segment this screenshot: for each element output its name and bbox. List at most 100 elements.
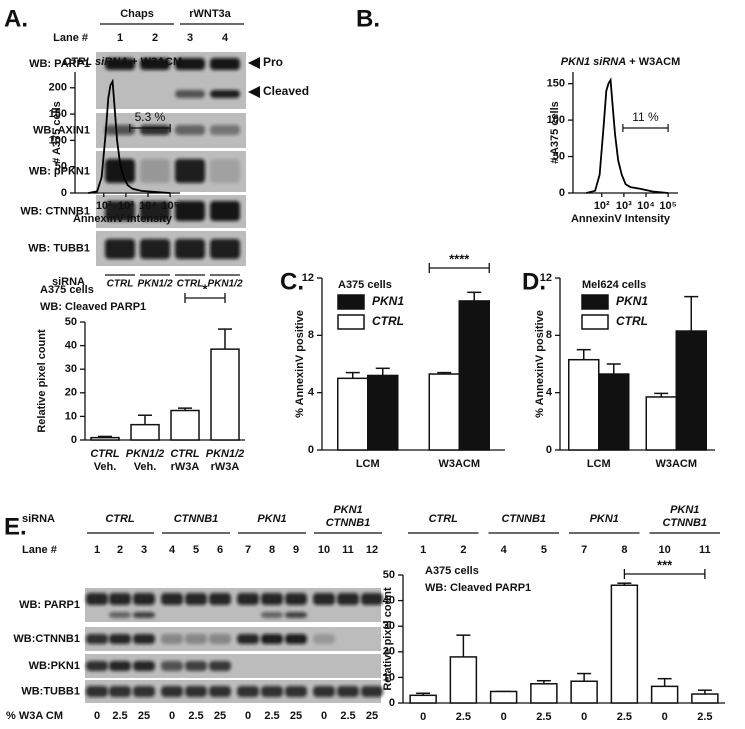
- group-header: CTRL: [429, 513, 459, 525]
- chart-title: A375 cells: [425, 565, 479, 577]
- sirna-name: CTRL: [177, 279, 204, 290]
- panel-label: E.: [4, 513, 27, 540]
- y-tick-label: 0: [61, 187, 67, 199]
- y-tick-label: 50: [553, 150, 565, 162]
- blot-band: [109, 634, 131, 644]
- group-header: PKN1: [257, 513, 286, 525]
- group-header: CTRL: [105, 513, 135, 525]
- chart-subtitle: WB: Cleaved PARP1: [425, 582, 531, 594]
- blot-band: [209, 634, 231, 644]
- x-tick-label: 0: [662, 711, 668, 723]
- blot-band: [175, 239, 205, 259]
- y-tick-label: 20: [383, 646, 395, 658]
- x-tick-sublabel: Veh.: [94, 461, 117, 473]
- blot-band: [210, 125, 240, 135]
- bar: [610, 584, 639, 704]
- blot-band: [140, 125, 170, 135]
- lane-number: 7: [581, 544, 587, 556]
- band-arrow-label: Pro: [263, 55, 283, 69]
- bar: [449, 656, 478, 704]
- arrowhead: [248, 57, 260, 69]
- bar: [691, 693, 719, 704]
- x-tick-label: CTRL: [90, 448, 120, 460]
- dose-value: 2.5: [112, 710, 127, 722]
- blot-band: [105, 201, 135, 221]
- title-gene: CTRL siRNA: [63, 56, 128, 68]
- lane-number: 7: [245, 544, 251, 556]
- group-header: PKN1: [670, 504, 699, 516]
- y-tick-label: 100: [547, 114, 565, 126]
- blot-band: [175, 201, 205, 221]
- bar: [428, 373, 460, 451]
- y-tick-label: 10: [65, 410, 77, 422]
- bar: [210, 348, 240, 441]
- bar: [367, 374, 399, 451]
- x-tick-label: W3ACM: [438, 458, 480, 470]
- x-tick-label: 10³: [616, 200, 632, 212]
- lane-number: 5: [193, 544, 199, 556]
- significance-label: ***: [657, 557, 673, 572]
- y-axis-label: Relative pixel count: [36, 329, 48, 433]
- dose-value: 25: [366, 710, 378, 722]
- blot-band: [133, 612, 155, 618]
- group-header: PKN1: [333, 504, 362, 516]
- x-axis-label: AnnexinV Intensity: [571, 213, 671, 225]
- legend-label: CTRL: [372, 314, 404, 328]
- y-tick-label: 12: [540, 272, 552, 284]
- y-tick-label: 10: [383, 671, 395, 683]
- x-tick-label: 10³: [118, 200, 134, 212]
- x-tick-label: 2.5: [536, 711, 551, 723]
- chart-title: A375 cells: [40, 284, 94, 296]
- blot-band: [237, 593, 259, 605]
- legend-swatch: [337, 314, 365, 330]
- blot-band: [185, 661, 207, 671]
- blot-band: [285, 634, 307, 644]
- blot-band: [209, 686, 231, 697]
- blot-band: [210, 239, 240, 259]
- x-tick-label: 10⁵: [161, 200, 178, 212]
- gate-label: 5.3 %: [135, 110, 166, 124]
- blot-band: [361, 593, 383, 605]
- blot-band: [285, 612, 307, 618]
- blot-row-label: WB: TUBB1: [28, 242, 90, 254]
- lane-number: 10: [659, 544, 671, 556]
- histogram-line: [88, 78, 171, 194]
- blot-row-label: WB:PKN1: [29, 660, 80, 672]
- lane-number: 6: [217, 544, 223, 556]
- y-tick-label: 12: [302, 272, 314, 284]
- bar: [598, 373, 630, 451]
- x-tick-label: 2.5: [697, 711, 712, 723]
- x-tick-label: 10⁴: [139, 200, 157, 212]
- y-tick-label: 0: [389, 697, 395, 709]
- chart-title: CTRL siRNA + W3ACM: [63, 56, 182, 68]
- blot-band: [261, 634, 283, 644]
- dose-value: 25: [214, 710, 226, 722]
- lane-number: 1: [420, 544, 426, 556]
- title-rest: + W3ACM: [131, 56, 182, 68]
- blot-band: [209, 661, 231, 671]
- blot-band: [86, 686, 108, 697]
- blot-band: [313, 593, 335, 605]
- dose-value: 0: [245, 710, 251, 722]
- significance-label: ****: [449, 251, 470, 266]
- bar: [170, 409, 200, 441]
- blot-band: [210, 159, 240, 183]
- blot-band: [261, 612, 283, 618]
- x-tick-label: LCM: [587, 458, 611, 470]
- legend-label: PKN1: [616, 294, 648, 308]
- blot-band: [140, 58, 170, 70]
- blot-row-label: WB: PARP1: [29, 58, 90, 70]
- panel-label: C.: [280, 268, 304, 295]
- lane-number: 2: [152, 32, 158, 44]
- blot-band: [361, 686, 383, 697]
- bar: [90, 436, 120, 441]
- sirna-name: PKN1/2: [207, 279, 242, 290]
- y-axis-label: % AnnexinV positive: [294, 310, 306, 418]
- lane-number: 5: [541, 544, 547, 556]
- chart-title: Mel624 cells: [582, 279, 646, 291]
- significance-label: *: [202, 281, 208, 296]
- blot-band: [185, 686, 207, 697]
- lane-number: 12: [366, 544, 378, 556]
- bar: [409, 694, 437, 704]
